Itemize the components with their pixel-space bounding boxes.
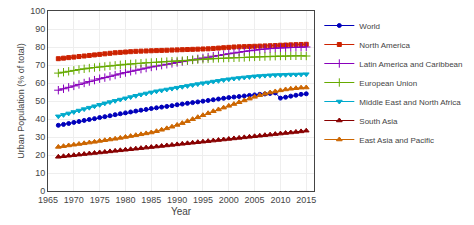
svg-text:60: 60 — [35, 78, 45, 88]
svg-text:Urban Population (% of total): Urban Population (% of total) — [16, 43, 26, 159]
svg-text:North America: North America — [359, 41, 410, 50]
svg-text:10: 10 — [35, 168, 45, 178]
svg-text:80: 80 — [35, 42, 45, 52]
svg-text:Middle East and North Africa: Middle East and North Africa — [359, 98, 461, 107]
svg-text:30: 30 — [35, 132, 45, 142]
svg-text:2015: 2015 — [296, 195, 316, 205]
svg-text:European Union: European Union — [359, 79, 417, 88]
svg-text:South Asia: South Asia — [359, 117, 398, 126]
svg-text:40: 40 — [35, 114, 45, 124]
svg-text:90: 90 — [35, 24, 45, 34]
svg-text:1990: 1990 — [167, 195, 187, 205]
svg-text:2005: 2005 — [245, 195, 265, 205]
svg-text:1965: 1965 — [38, 195, 58, 205]
svg-text:East Asia and Pacific: East Asia and Pacific — [359, 136, 434, 145]
svg-text:World: World — [359, 22, 380, 31]
svg-text:1975: 1975 — [90, 195, 110, 205]
svg-text:2010: 2010 — [270, 195, 290, 205]
svg-text:Year: Year — [171, 206, 192, 217]
svg-text:0: 0 — [40, 186, 45, 196]
svg-text:1970: 1970 — [64, 195, 84, 205]
svg-text:2000: 2000 — [219, 195, 239, 205]
svg-text:1985: 1985 — [141, 195, 161, 205]
svg-text:1995: 1995 — [193, 195, 213, 205]
svg-text:50: 50 — [35, 96, 45, 106]
svg-text:70: 70 — [35, 60, 45, 70]
svg-text:Latin America and Caribbean: Latin America and Caribbean — [359, 60, 462, 69]
svg-text:100: 100 — [30, 6, 45, 16]
svg-text:20: 20 — [35, 150, 45, 160]
svg-text:1980: 1980 — [115, 195, 135, 205]
